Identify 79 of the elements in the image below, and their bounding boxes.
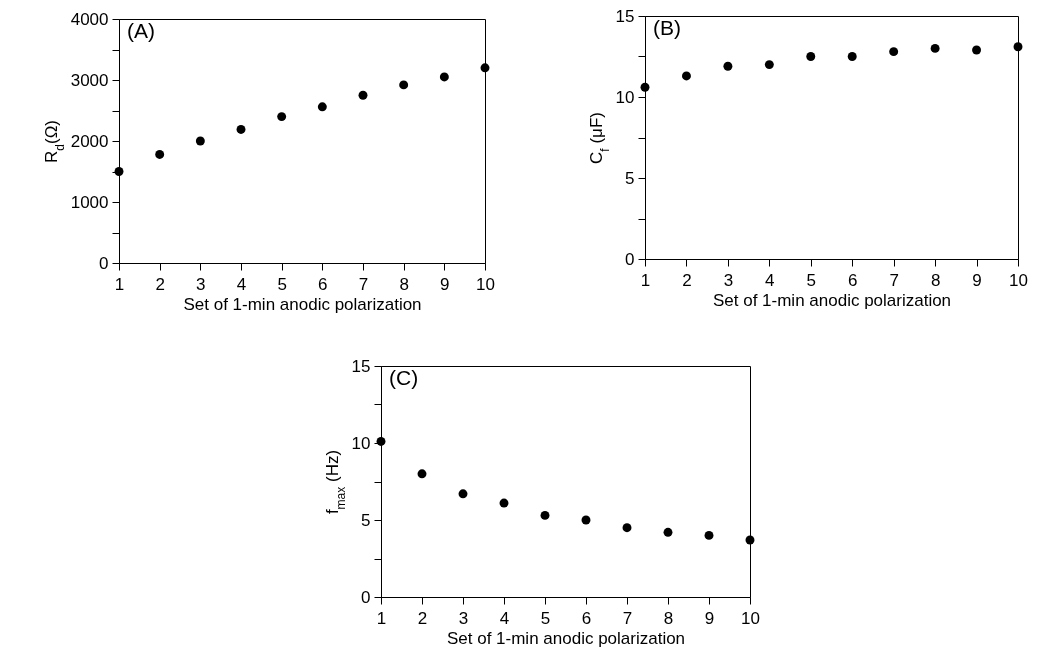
x-tick-label: 7 bbox=[358, 274, 369, 294]
x-tick-label: 1 bbox=[640, 270, 651, 290]
annotation: (B) bbox=[653, 16, 681, 39]
point bbox=[723, 61, 733, 71]
x-tick-label: 8 bbox=[663, 608, 674, 628]
annotation: (A) bbox=[127, 19, 155, 42]
x-tick-label: 9 bbox=[440, 274, 450, 294]
annotation: (C) bbox=[389, 366, 419, 389]
y-tick-label: 15 bbox=[615, 6, 635, 26]
x-axis-title: Set of 1-min anodic polarization bbox=[183, 294, 422, 314]
x-tick-label: 6 bbox=[847, 270, 858, 290]
x-tick-label: 7 bbox=[622, 608, 633, 628]
x-tick-label: 8 bbox=[930, 270, 941, 290]
point bbox=[930, 43, 940, 53]
point bbox=[236, 124, 246, 134]
x-tick-label: 5 bbox=[806, 270, 817, 290]
y-tick-label: 15 bbox=[351, 356, 371, 376]
point bbox=[640, 82, 650, 92]
y-tick-label: 1000 bbox=[70, 192, 109, 212]
x-tick-label: 9 bbox=[704, 608, 715, 628]
x-tick-label: 4 bbox=[499, 608, 510, 628]
point bbox=[681, 71, 691, 81]
y-tick-label: 3000 bbox=[70, 70, 109, 90]
point bbox=[277, 112, 287, 122]
point bbox=[806, 52, 816, 61]
x-tick-label: 10 bbox=[1009, 270, 1028, 290]
x-tick-label: 5 bbox=[540, 608, 551, 628]
point bbox=[540, 510, 550, 520]
point bbox=[622, 523, 632, 533]
point bbox=[847, 52, 857, 61]
point bbox=[663, 527, 673, 537]
point bbox=[155, 149, 165, 159]
point bbox=[458, 489, 468, 499]
point bbox=[439, 72, 449, 82]
y-tick-label: 0 bbox=[361, 587, 371, 607]
x-tick-label: 3 bbox=[196, 274, 206, 294]
point bbox=[745, 535, 755, 545]
x-tick-label: 9 bbox=[972, 270, 982, 290]
y-tick-label: 5 bbox=[361, 510, 371, 530]
x-tick-label: 3 bbox=[458, 608, 469, 628]
point bbox=[889, 47, 899, 57]
y-tick-label: 5 bbox=[625, 168, 635, 188]
point bbox=[114, 167, 124, 176]
x-tick-label: 4 bbox=[765, 270, 775, 290]
x-tick-label: 7 bbox=[889, 270, 899, 290]
x-tick-label: 2 bbox=[682, 270, 692, 290]
x-tick-label: 1 bbox=[376, 608, 387, 628]
point bbox=[480, 63, 490, 73]
point bbox=[317, 102, 327, 112]
x-tick-label: 5 bbox=[277, 274, 287, 294]
point bbox=[1013, 42, 1023, 52]
y-tick-label: 10 bbox=[615, 87, 635, 107]
x-tick-label: 6 bbox=[318, 274, 328, 294]
point bbox=[704, 530, 714, 540]
x-tick-label: 4 bbox=[236, 274, 247, 294]
point bbox=[399, 80, 409, 90]
point bbox=[764, 60, 774, 70]
y-tick-label: 10 bbox=[351, 433, 371, 453]
y-tick-label: 4000 bbox=[70, 9, 109, 29]
x-tick-label: 10 bbox=[476, 274, 495, 294]
x-tick-label: 6 bbox=[581, 608, 592, 628]
x-tick-label: 8 bbox=[399, 274, 409, 294]
point bbox=[499, 498, 509, 508]
x-tick-label: 2 bbox=[155, 274, 165, 294]
y-tick-label: 0 bbox=[99, 253, 109, 273]
x-tick-label: 2 bbox=[417, 608, 428, 628]
point bbox=[581, 515, 591, 525]
x-tick-label: 3 bbox=[723, 270, 734, 290]
x-axis-title: Set of 1-min anodic polarization bbox=[446, 628, 686, 648]
x-axis-title: Set of 1-min anodic polarization bbox=[712, 290, 952, 310]
y-tick-label: 0 bbox=[625, 249, 635, 269]
point bbox=[376, 437, 386, 446]
point bbox=[195, 136, 205, 146]
point bbox=[417, 469, 427, 479]
point bbox=[972, 45, 982, 55]
x-tick-label: 10 bbox=[741, 608, 760, 628]
y-tick-label: 2000 bbox=[70, 131, 109, 151]
point bbox=[358, 90, 368, 100]
x-tick-label: 1 bbox=[114, 274, 125, 294]
